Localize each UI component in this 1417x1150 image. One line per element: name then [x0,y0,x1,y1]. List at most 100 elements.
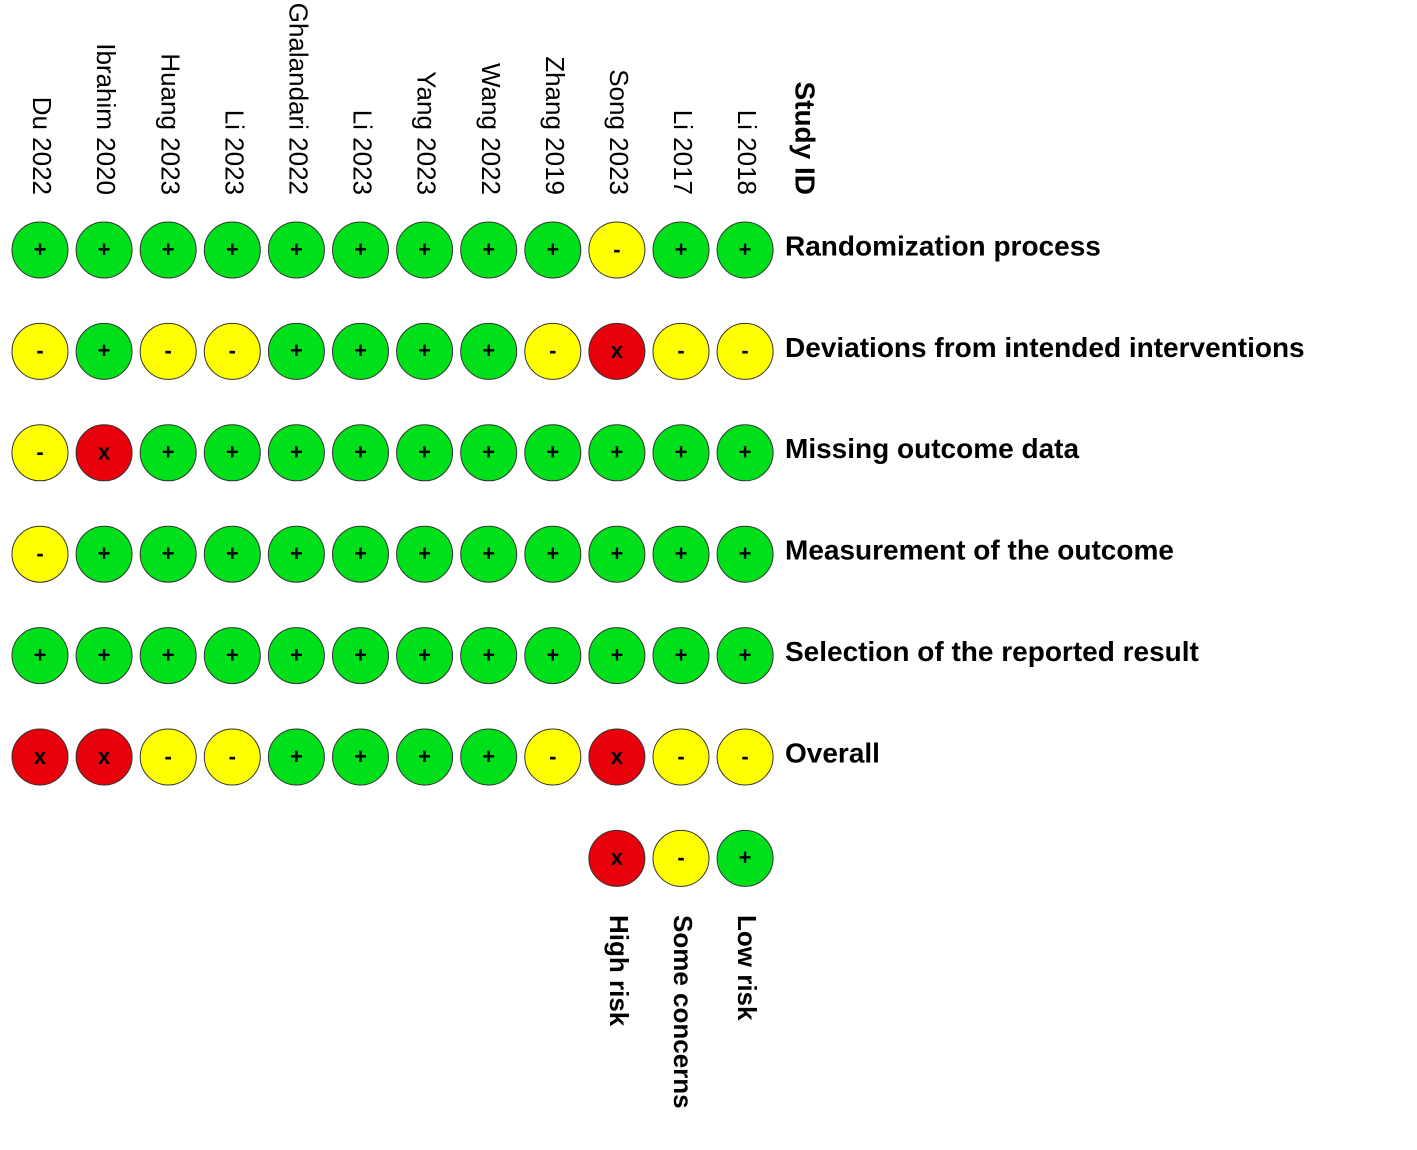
judgement-symbol: + [290,338,303,363]
judgement-circle [11,728,69,786]
judgement-circle [396,322,454,380]
study-label: Li 2018 [732,110,762,195]
study-label: Wang 2022 [476,63,506,195]
judgement-symbol: - [229,744,236,769]
judgement-symbol: + [482,237,495,262]
judgement-circle [11,221,69,279]
judgement-circle [396,221,454,279]
judgement-symbol: + [418,338,431,363]
judgement-symbol: + [354,237,367,262]
legend-symbol: - [677,845,684,870]
judgement-circle [716,525,774,583]
judgement-circle [139,221,197,279]
judgement-circle [716,627,774,685]
judgement-circle [524,627,582,685]
judgement-circle [396,424,454,482]
judgement-circle [267,424,325,482]
study-label: Yang 2023 [412,71,442,195]
judgement-circle [11,525,69,583]
judgement-symbol: - [741,338,748,363]
judgement-symbol: x [611,338,624,363]
judgement-circle [460,322,518,380]
judgement-circle [11,322,69,380]
judgement-circle [203,322,261,380]
judgement-circle [332,221,389,279]
judgement-circle [652,525,710,583]
legend-label: Some concerns [668,915,698,1109]
study-label: Du 2022 [27,97,57,195]
judgement-symbol: + [162,237,175,262]
judgement-circle [203,424,261,482]
judgement-symbol: - [549,338,556,363]
judgement-symbol: + [354,642,367,667]
judgement-symbol: + [546,541,559,566]
judgement-symbol: - [613,237,620,262]
judgement-circle [524,525,582,583]
judgement-circle [332,525,389,583]
judgement-symbol: + [610,440,623,465]
judgement-symbol: + [34,642,47,667]
judgement-circle [203,221,261,279]
judgement-circle [11,424,69,482]
judgement-symbol: + [610,642,623,667]
judgement-symbol: + [418,541,431,566]
header: Study ID [790,81,821,195]
legend-circle [716,829,774,887]
judgement-symbol: + [98,642,111,667]
judgement-symbol: + [675,541,688,566]
study-label: Ghalandari 2022 [284,3,314,195]
judgement-circle [332,424,389,482]
judgement-circle [588,627,646,685]
study-label: Li 2023 [219,110,249,195]
judgement-symbol: + [675,642,688,667]
judgement-circle [652,728,710,786]
judgement-symbol: + [482,440,495,465]
judgement-symbol: + [482,541,495,566]
judgement-circle [716,728,774,786]
judgement-circle [332,322,389,380]
judgement-symbol: - [165,338,172,363]
judgement-symbol: + [675,237,688,262]
judgement-symbol: + [482,338,495,363]
judgement-symbol: + [98,338,111,363]
judgement-circle [524,221,582,279]
judgement-circle [267,627,325,685]
judgement-symbol: + [546,642,559,667]
judgement-symbol: + [482,642,495,667]
judgement-circle [75,525,133,583]
judgement-circle [716,322,774,380]
judgement-symbol: + [98,541,111,566]
judgement-circle [75,424,133,482]
judgement-circle [588,322,646,380]
judgement-symbol: - [165,744,172,769]
legend-label: High risk [604,915,634,1027]
judgement-circle [139,322,197,380]
judgement-symbol: + [226,440,239,465]
study-label: Zhang 2019 [540,56,570,195]
judgement-symbol: + [418,744,431,769]
judgement-circle [203,728,261,786]
judgement-symbol: + [739,541,752,566]
judgement-symbol: + [98,237,111,262]
judgement-circle [75,627,133,685]
judgement-circle [588,424,646,482]
judgement-circle [203,627,261,685]
judgement-circle [716,424,774,482]
judgement-symbol: + [546,237,559,262]
judgement-circle [203,525,261,583]
judgement-symbol: + [418,642,431,667]
domain-label: Randomization process [785,230,1101,261]
legend-circle [588,829,646,887]
judgement-symbol: - [677,338,684,363]
judgement-circle [267,728,325,786]
judgement-circle [332,627,389,685]
judgement-symbol: + [290,237,303,262]
judgement-symbol: + [482,744,495,769]
judgement-circle [524,728,582,786]
study-label: Song 2023 [604,69,634,195]
judgement-circle [652,424,710,482]
judgement-circle [332,728,389,786]
judgement-symbol: - [677,744,684,769]
judgement-circle [460,221,518,279]
